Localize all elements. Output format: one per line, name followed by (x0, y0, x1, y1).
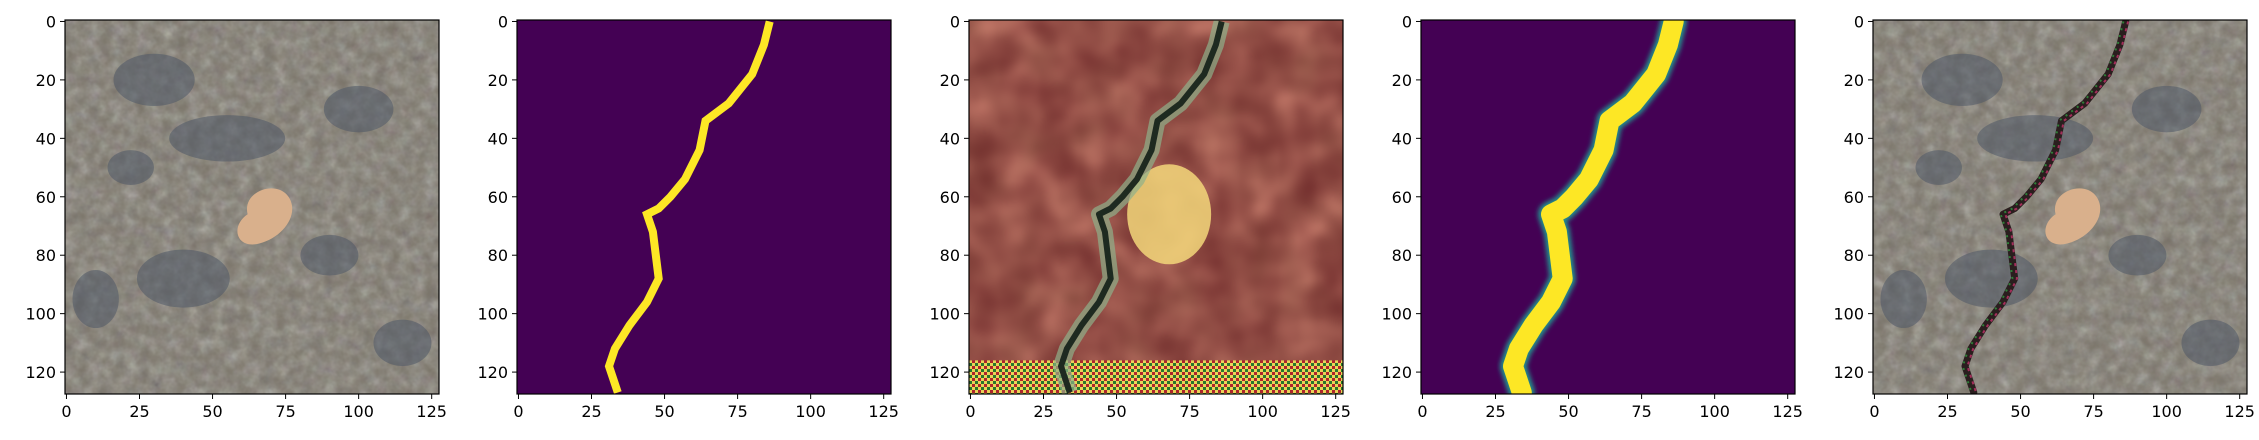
y-tick-label: 60 (1844, 188, 1864, 207)
axes-frame (968, 19, 1344, 395)
image-overlay (1873, 20, 2247, 394)
image-ground-truth-mask (517, 20, 891, 394)
x-tick-label: 50 (1558, 402, 1578, 421)
x-tick-label: 0 (513, 402, 523, 421)
y-tick-label: 80 (1392, 246, 1412, 265)
x-tick-label: 25 (1937, 402, 1957, 421)
y-tick-label: 120 (1833, 363, 1864, 382)
x-tick-label: 25 (129, 402, 149, 421)
x-tick-label: 100 (343, 402, 374, 421)
panel-generated-image: 0 25 50 75 100 125 0 20 40 60 80 100 120 (929, 12, 1351, 421)
y-tick-label: 120 (1381, 363, 1412, 382)
x-tick-label: 100 (2151, 402, 2182, 421)
y-tick-label: 40 (1392, 129, 1412, 148)
x-tick-label: 0 (1869, 402, 1879, 421)
y-tick-label: 40 (940, 129, 960, 148)
y-tick-label: 100 (1381, 305, 1412, 324)
panel-overlay: 0 25 50 75 100 125 0 20 40 60 80 100 120 (1833, 12, 2255, 421)
y-tick-label: 60 (940, 188, 960, 207)
y-tick-label: 100 (25, 305, 56, 324)
x-tick-label: 100 (1247, 402, 1278, 421)
x-tick-label: 75 (727, 402, 747, 421)
panel-ground-truth-mask: 0 25 50 75 100 125 0 20 40 60 80 100 120 (477, 12, 899, 421)
y-tick-label: 120 (25, 363, 56, 382)
x-tick-label: 0 (61, 402, 71, 421)
x-tick-label: 125 (416, 402, 447, 421)
y-tick-label: 0 (498, 12, 508, 31)
x-tick-label: 50 (2010, 402, 2030, 421)
axes-frame (516, 19, 892, 395)
y-tick-label: 20 (488, 71, 508, 90)
y-tick-label: 0 (950, 12, 960, 31)
y-tick-label: 60 (1392, 188, 1412, 207)
x-tick-label: 125 (1320, 402, 1351, 421)
axes-frame (1420, 19, 1796, 395)
x-tick-label: 125 (2224, 402, 2255, 421)
y-tick-label: 20 (36, 71, 56, 90)
x-tick-label: 50 (202, 402, 222, 421)
panel-input-photo: 0 25 50 75 100 125 0 20 40 60 80 100 120 (25, 12, 447, 421)
x-tick-label: 25 (1033, 402, 1053, 421)
x-tick-label: 125 (1772, 402, 1803, 421)
x-tick-label: 75 (2083, 402, 2103, 421)
y-tick-label: 60 (36, 188, 56, 207)
image-predicted-mask (1421, 20, 1795, 394)
x-tick-label: 75 (275, 402, 295, 421)
y-tick-label: 20 (940, 71, 960, 90)
y-tick-label: 20 (1844, 71, 1864, 90)
y-tick-label: 40 (36, 129, 56, 148)
y-tick-label: 80 (1844, 246, 1864, 265)
y-tick-label: 120 (929, 363, 960, 382)
y-tick-label: 0 (46, 12, 56, 31)
x-tick-label: 125 (868, 402, 899, 421)
y-tick-label: 80 (940, 246, 960, 265)
y-tick-label: 20 (1392, 71, 1412, 90)
y-tick-label: 100 (1833, 305, 1864, 324)
x-tick-label: 75 (1631, 402, 1651, 421)
y-tick-label: 100 (477, 305, 508, 324)
x-tick-label: 50 (1106, 402, 1126, 421)
y-tick-label: 40 (1844, 129, 1864, 148)
axes-frame (1872, 19, 2248, 395)
x-tick-label: 0 (1417, 402, 1427, 421)
y-tick-label: 80 (488, 246, 508, 265)
x-tick-label: 0 (965, 402, 975, 421)
x-tick-label: 25 (581, 402, 601, 421)
y-tick-label: 80 (36, 246, 56, 265)
image-generated-image (969, 20, 1343, 394)
panel-predicted-mask: 0 25 50 75 100 125 0 20 40 60 80 100 120 (1381, 12, 1803, 421)
y-tick-label: 120 (477, 363, 508, 382)
x-tick-label: 100 (795, 402, 826, 421)
axes-frame (64, 19, 440, 395)
x-tick-label: 50 (654, 402, 674, 421)
y-tick-label: 60 (488, 188, 508, 207)
y-tick-label: 100 (929, 305, 960, 324)
x-tick-label: 25 (1485, 402, 1505, 421)
image-input-photo (65, 20, 439, 394)
y-tick-label: 0 (1402, 12, 1412, 31)
y-tick-label: 0 (1854, 12, 1864, 31)
x-tick-label: 75 (1179, 402, 1199, 421)
y-tick-label: 40 (488, 129, 508, 148)
x-tick-label: 100 (1699, 402, 1730, 421)
